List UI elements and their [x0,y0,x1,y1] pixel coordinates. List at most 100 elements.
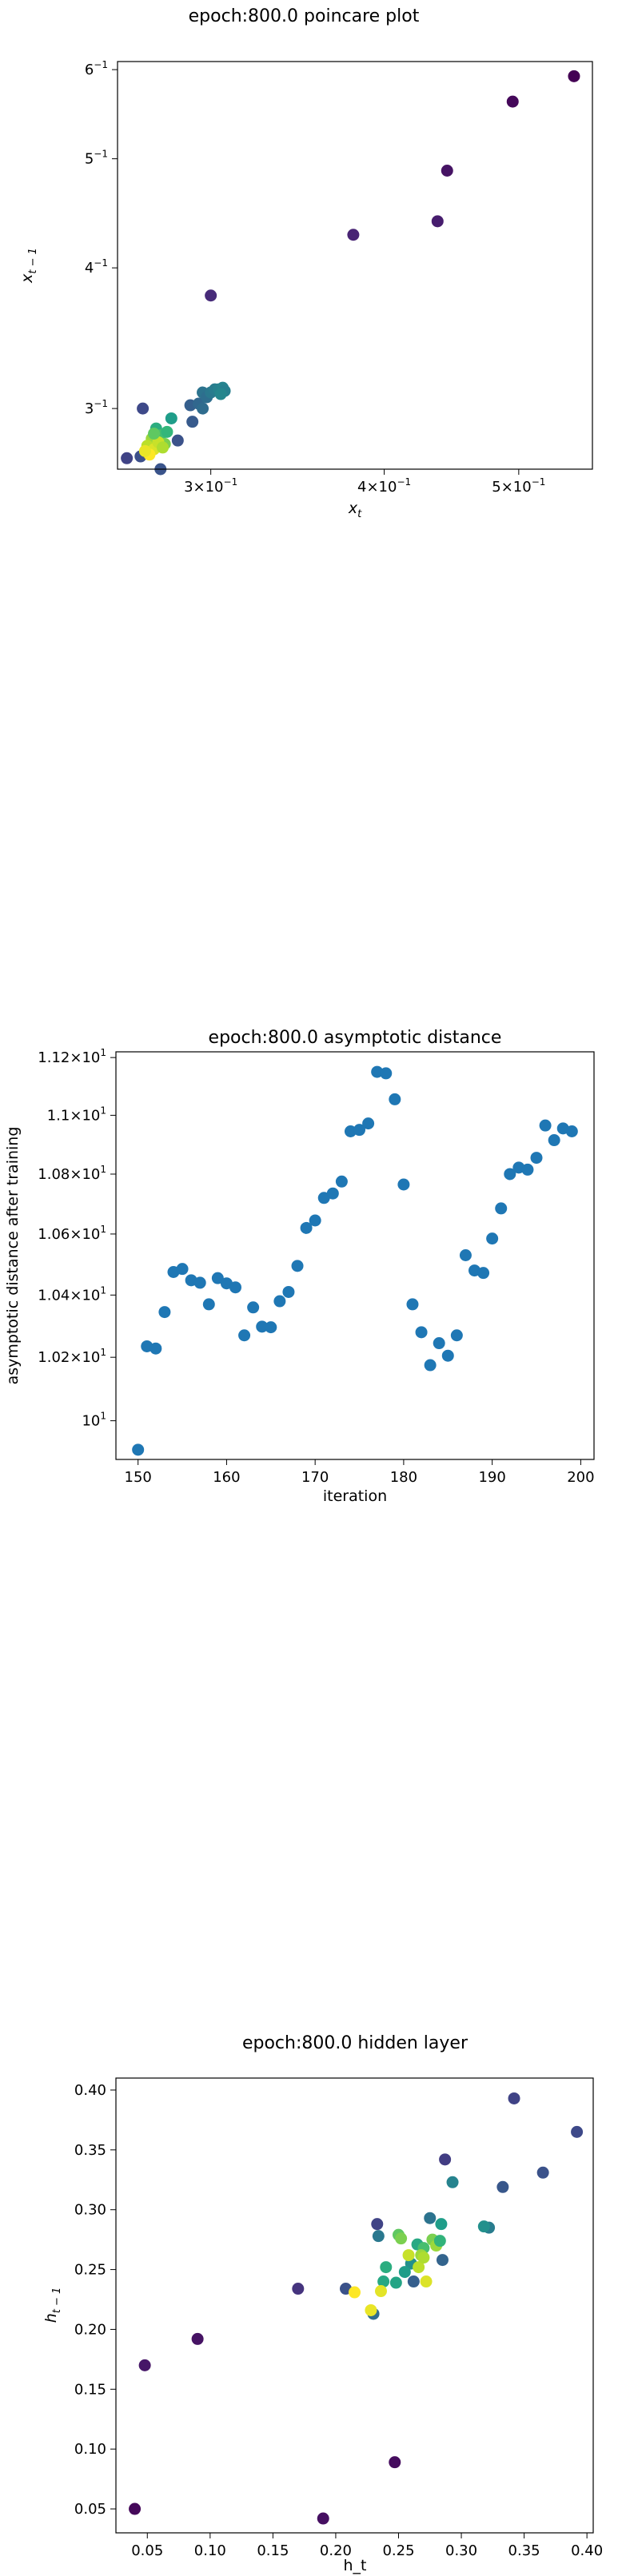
data-point [335,1175,348,1188]
data-point [486,1232,499,1245]
data-point [205,289,217,302]
data-point [353,1124,366,1137]
y-tick-label: 0.20 [74,2321,106,2338]
x-tick-label: 0.25 [382,2542,414,2559]
data-point [446,2176,459,2188]
data-point [317,1192,330,1204]
data-point [129,2502,142,2515]
tick-layer: 0.05 0.10 0.15 0.20 0.25 0.30 0.35 0.40 0.05 0.10… [74,2082,603,2559]
data-point [161,425,173,438]
x-tick-label: 200 [567,1469,594,1486]
x-tick-label: 0.15 [257,2542,289,2559]
x-tick-label: 0.35 [508,2542,540,2559]
data-point [347,229,360,241]
x-tick-label: 0.40 [571,2542,603,2559]
poincare-plot: epoch:800.0 poincare plot 3×10−1 4×10−1 5×… [18,6,593,520]
data-point [413,2261,425,2274]
data-point [282,1285,295,1298]
y-axis-label: asymptotic distance after training [4,1127,22,1385]
data-point [265,1321,277,1334]
x-axis-label: h_t [344,2557,367,2574]
data-point [548,1134,560,1147]
data-point [138,2359,151,2371]
y-tick-label: 1.06×101 [38,1224,106,1243]
x-tick-label: 180 [390,1469,417,1486]
data-point [477,2220,490,2233]
data-point [362,1117,375,1130]
data-point [459,1249,472,1262]
data-point [536,2166,549,2179]
data-point [292,2283,305,2295]
tick-layer: 150 160 170 180 190 200 101 1.02×101 1.04×101 1.0… [38,1047,594,1486]
y-tick-label: 1.12×101 [38,1047,106,1066]
y-tick-label: 0.30 [74,2202,106,2219]
data-point [402,2249,415,2262]
data-point [365,2303,377,2316]
data-point [148,427,161,440]
y-tick-label: 0.10 [74,2441,106,2458]
data-point [539,1119,552,1132]
data-point [171,434,184,447]
plot-frame [117,61,593,470]
y-tick-label: 1.1×101 [47,1105,106,1124]
x-tick-label: 170 [301,1469,329,1486]
data-point [344,1125,357,1138]
data-point [506,95,519,108]
data-point [197,402,209,415]
data-point [150,1342,162,1355]
x-tick-label: 0.20 [320,2542,352,2559]
data-point [406,1298,419,1311]
data-point [309,1214,321,1227]
data-point [317,2512,329,2525]
data-point [121,452,134,464]
data-point [496,2180,509,2193]
x-tick-label: 150 [125,1469,152,1486]
data-point [568,70,580,82]
data-point [441,164,453,177]
y-tick-label: 0.05 [74,2501,106,2518]
data-point [397,1178,410,1191]
chart-title: epoch:800.0 poincare plot [189,6,420,26]
data-point [349,2286,361,2299]
data-point [371,1065,384,1078]
x-tick-label: 4×10−1 [357,476,411,496]
data-point [247,1301,260,1314]
x-tick-label: 0.10 [194,2542,226,2559]
data-point [565,1125,578,1138]
data-point [504,1168,516,1181]
data-point [415,1326,428,1339]
data-point [436,2254,449,2267]
data-point [530,1152,543,1165]
data-point [439,2153,452,2166]
data-point [165,412,177,424]
data-point [417,2252,430,2264]
y-tick-label: 1.08×101 [38,1164,106,1183]
data-point [291,1260,304,1272]
y-tick-label: 5−1 [85,149,108,168]
data-point [407,2275,420,2288]
plot-frame [115,2077,594,2534]
data-point [433,2235,446,2248]
y-tick-label: 6−1 [85,59,108,78]
data-point [132,1443,145,1456]
point-layer [132,1065,578,1456]
x-axis-label: iteration [323,1487,387,1505]
data-point [508,2092,520,2104]
data-point [374,2285,387,2298]
x-tick-label: 160 [213,1469,240,1486]
data-point [214,388,227,400]
y-tick-label: 101 [82,1411,106,1430]
data-point [450,1329,463,1342]
data-point [380,1067,393,1080]
data-point [202,1298,215,1311]
data-point [389,2276,402,2289]
x-tick-label: 0.05 [131,2542,163,2559]
data-point [211,1272,224,1284]
data-point [158,1306,171,1319]
asymptotic-distance-plot: epoch:800.0 asymptotic distance 150 160 17… [4,1028,595,1505]
data-point [495,1202,508,1215]
data-point [433,1337,445,1350]
chart-title: epoch:800.0 asymptotic distance [209,1028,502,1048]
y-tick-label: 3−1 [85,398,108,417]
y-axis-label: ht − 1 [42,2287,63,2323]
